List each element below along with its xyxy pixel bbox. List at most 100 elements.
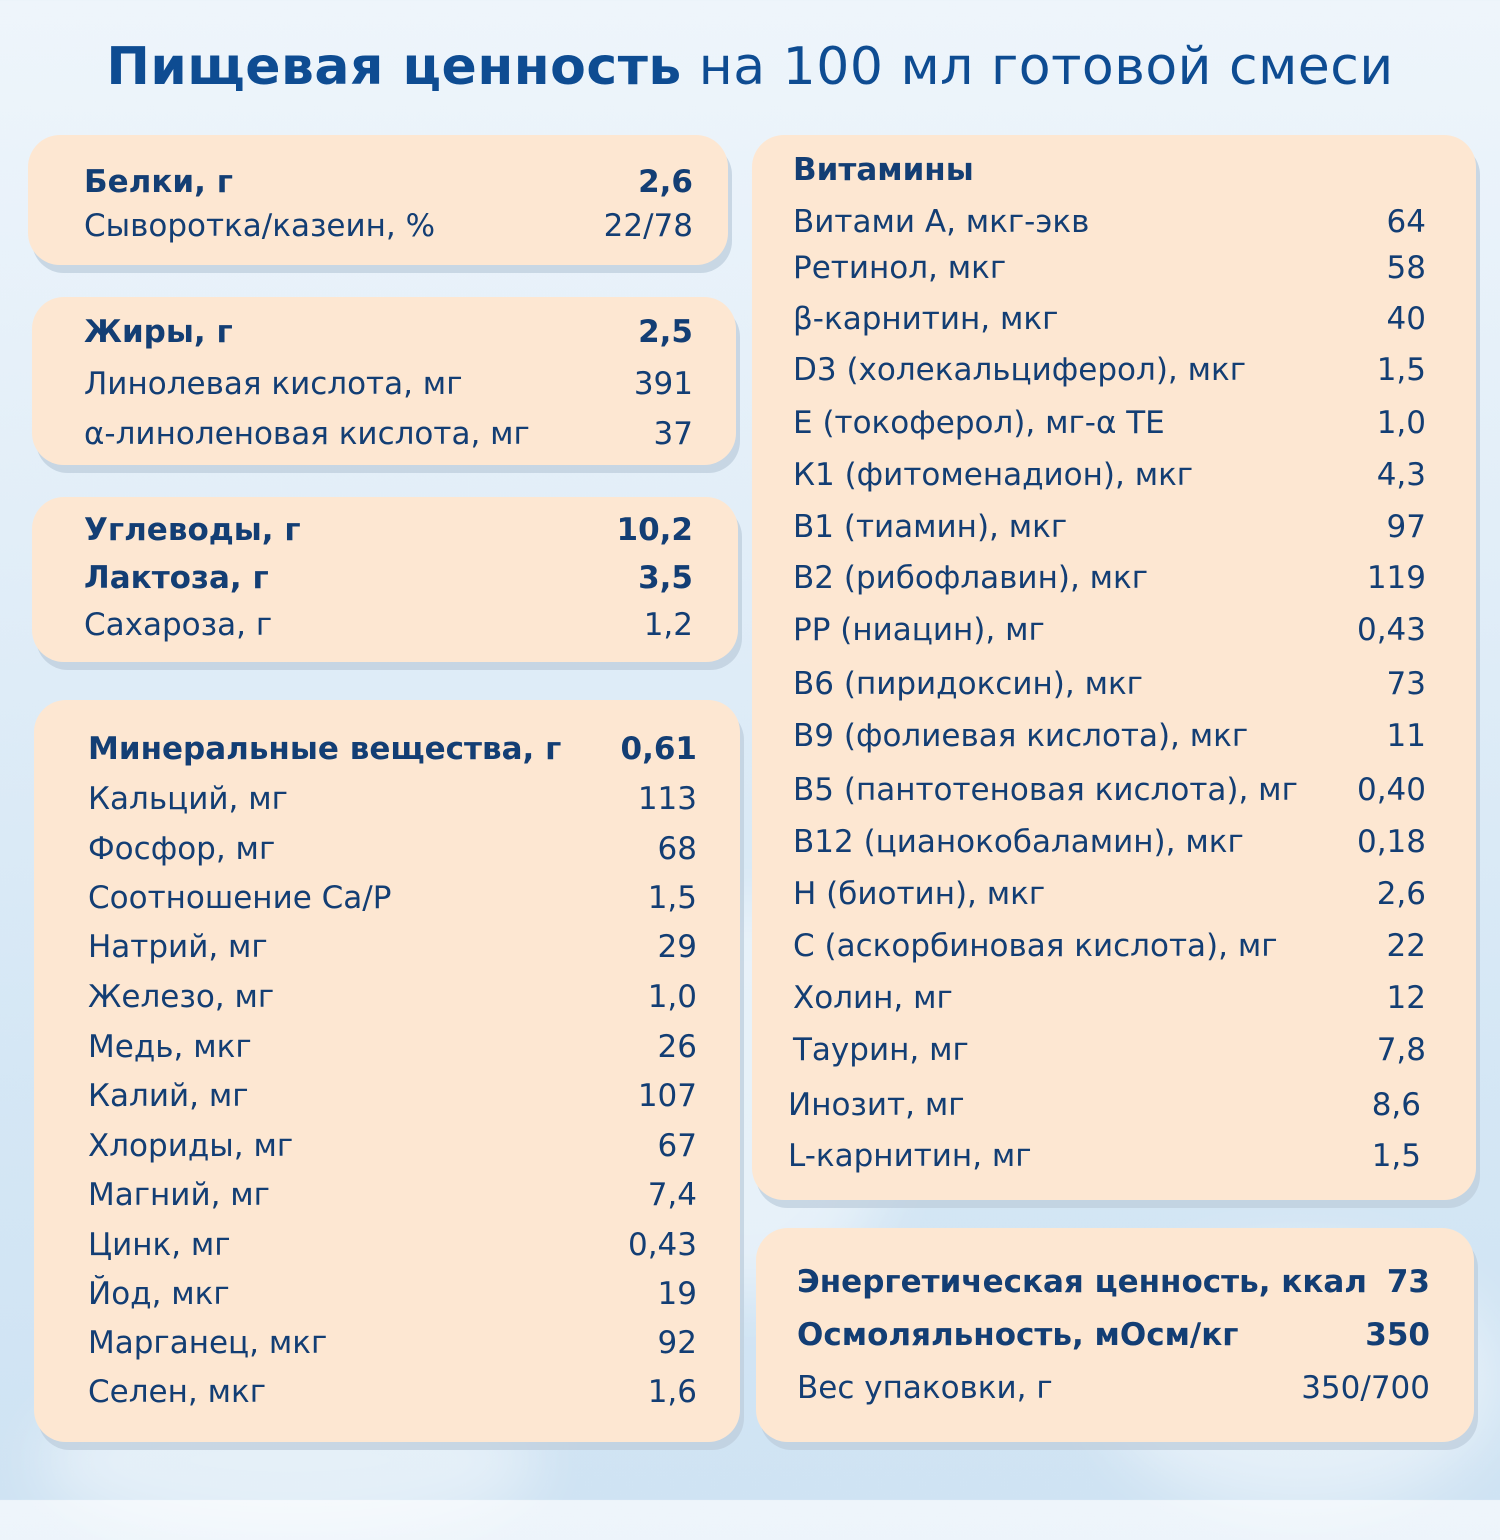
vitamins-label: В1 (тиамин), мкг — [793, 509, 1068, 545]
vitamins-value: 4,3 — [1376, 457, 1426, 493]
energy-value: 73 — [1386, 1264, 1430, 1300]
protein-label: Сыворотка/казеин, % — [84, 208, 436, 244]
vitamins-row: Таурин, мг 7,8 — [793, 1030, 1426, 1070]
carbs-card — [32, 497, 738, 662]
vitamins-row: С (аскорбиновая кислота), мг 22 — [793, 926, 1426, 966]
minerals-label: Натрий, мг — [88, 929, 268, 965]
minerals-row: Медь, мкг 26 — [88, 1027, 697, 1067]
minerals-value: 92 — [657, 1325, 697, 1361]
protein-row: Сыворотка/казеин, % 22/78 — [84, 206, 693, 246]
vitamins-label: Н (биотин), мкг — [793, 876, 1046, 912]
fats-label: Линолевая кислота, мг — [84, 366, 463, 402]
vitamins-value: 11 — [1386, 718, 1426, 754]
energy-row: Энергетическая ценность, ккал 73 — [797, 1262, 1430, 1302]
vitamins-row: К1 (фитоменадион), мкг 4,3 — [793, 455, 1426, 495]
minerals-label: Минеральные вещества, г — [88, 731, 562, 767]
energy-value: 350/700 — [1301, 1370, 1430, 1406]
vitamins-row: Ретинол, мкг 58 — [793, 248, 1426, 288]
energy-label: Энергетическая ценность, ккал — [797, 1264, 1367, 1300]
fats-label: Жиры, г — [84, 314, 233, 350]
minerals-label: Калий, мг — [88, 1078, 249, 1114]
energy-row: Осмоляльность, мОсм/кг 350 — [797, 1315, 1430, 1355]
vitamins-row: Н (биотин), мкг 2,6 — [793, 874, 1426, 914]
minerals-row: Минеральные вещества, г 0,61 — [88, 729, 697, 769]
vitamins-label: β-карнитин, мкг — [793, 301, 1059, 337]
vitamins-value: 119 — [1366, 560, 1426, 596]
minerals-row: Хлориды, мг 67 — [88, 1126, 697, 1166]
vitamins-label: Инозит, мг — [788, 1087, 965, 1123]
vitamins-value: 73 — [1386, 666, 1426, 702]
protein-label: Белки, г — [84, 164, 233, 200]
minerals-row: Калий, мг 107 — [88, 1076, 697, 1116]
carbs-label: Сахароза, г — [84, 607, 273, 643]
minerals-label: Железо, мг — [88, 979, 275, 1015]
minerals-label: Магний, мг — [88, 1177, 270, 1213]
minerals-value: 26 — [657, 1029, 697, 1065]
vitamins-value: 0,18 — [1356, 824, 1426, 860]
vitamins-row: В9 (фолиевая кислота), мкг 11 — [793, 716, 1426, 756]
carbs-label: Лактоза, г — [84, 560, 269, 596]
vitamins-value: 1,5 — [1376, 352, 1426, 388]
vitamins-value: 1,5 — [1371, 1138, 1421, 1174]
energy-label: Осмоляльность, мОсм/кг — [797, 1317, 1239, 1353]
vitamins-label: L-карнитин, мг — [788, 1138, 1032, 1174]
protein-value: 2,6 — [638, 164, 693, 200]
energy-card — [756, 1228, 1474, 1442]
carbs-value: 10,2 — [616, 512, 694, 548]
vitamins-row: Холин, мг 12 — [793, 978, 1426, 1018]
minerals-value: 0,61 — [620, 731, 698, 767]
minerals-label: Цинк, мг — [88, 1227, 231, 1263]
minerals-value: 19 — [657, 1276, 697, 1312]
protein-value: 22/78 — [603, 208, 693, 244]
title-bold: Пищевая ценность — [106, 37, 682, 97]
carbs-label: Углеводы, г — [84, 512, 301, 548]
vitamins-row: РР (ниацин), мг 0,43 — [793, 610, 1426, 650]
vitamins-label: В5 (пантотеновая кислота), мг — [793, 772, 1298, 808]
protein-row: Белки, г 2,6 — [84, 162, 693, 202]
minerals-row: Соотношение Са/Р 1,5 — [88, 878, 697, 918]
minerals-row: Кальций, мг 113 — [88, 779, 697, 819]
fats-row: α-линоленовая кислота, мг 37 — [84, 414, 693, 454]
vitamins-label: С (аскорбиновая кислота), мг — [793, 928, 1278, 964]
energy-value: 350 — [1365, 1317, 1430, 1353]
vitamins-label: Ретинол, мкг — [793, 250, 1007, 286]
minerals-row: Селен, мкг 1,6 — [88, 1372, 697, 1412]
vitamins-label: В12 (цианокобаламин), мкг — [793, 824, 1244, 860]
minerals-label: Соотношение Са/Р — [88, 880, 392, 916]
vitamins-row: D3 (холекальциферол), мкг 1,5 — [793, 350, 1426, 390]
vitamins-row: В1 (тиамин), мкг 97 — [793, 507, 1426, 547]
vitamins-row: Витами А, мкг-экв 64 — [793, 202, 1426, 242]
minerals-label: Йод, мкг — [88, 1276, 230, 1312]
fats-row: Линолевая кислота, мг 391 — [84, 364, 693, 404]
carbs-row: Сахароза, г 1,2 — [84, 605, 693, 645]
vitamins-row: В6 (пиридоксин), мкг 73 — [793, 664, 1426, 704]
vitamins-label: Витами А, мкг-экв — [793, 204, 1090, 240]
fats-label: α-линоленовая кислота, мг — [84, 416, 530, 452]
minerals-label: Хлориды, мг — [88, 1128, 294, 1164]
energy-row: Вес упаковки, г 350/700 — [797, 1368, 1430, 1408]
vitamins-label: В9 (фолиевая кислота), мкг — [793, 718, 1249, 754]
vitamins-value: 2,6 — [1376, 876, 1426, 912]
minerals-row: Натрий, мг 29 — [88, 927, 697, 967]
minerals-value: 0,43 — [627, 1227, 697, 1263]
title-light: на 100 мл готовой смеси — [698, 37, 1394, 97]
vitamins-row: Инозит, мг 8,6 — [788, 1085, 1421, 1125]
vitamins-label: К1 (фитоменадион), мкг — [793, 457, 1194, 493]
vitamins-label: D3 (холекальциферол), мкг — [793, 352, 1247, 388]
vitamins-label: В2 (рибофлавин), мкг — [793, 560, 1149, 596]
vitamins-row: В5 (пантотеновая кислота), мг 0,40 — [793, 770, 1426, 810]
page-title: Пищевая ценность на 100 мл готовой смеси — [0, 34, 1500, 100]
minerals-value: 67 — [657, 1128, 697, 1164]
minerals-value: 113 — [637, 781, 697, 817]
vitamins-row: β-карнитин, мкг 40 — [793, 299, 1426, 339]
minerals-card — [34, 700, 740, 1442]
minerals-value: 68 — [657, 831, 697, 867]
vitamins-value: 8,6 — [1371, 1087, 1421, 1123]
fats-card — [32, 297, 736, 465]
minerals-label: Медь, мкг — [88, 1029, 252, 1065]
carbs-row: Лактоза, г 3,5 — [84, 558, 693, 598]
minerals-row: Фосфор, мг 68 — [88, 829, 697, 869]
minerals-row: Марганец, мкг 92 — [88, 1323, 697, 1363]
energy-label: Вес упаковки, г — [797, 1370, 1053, 1406]
minerals-label: Кальций, мг — [88, 781, 288, 817]
